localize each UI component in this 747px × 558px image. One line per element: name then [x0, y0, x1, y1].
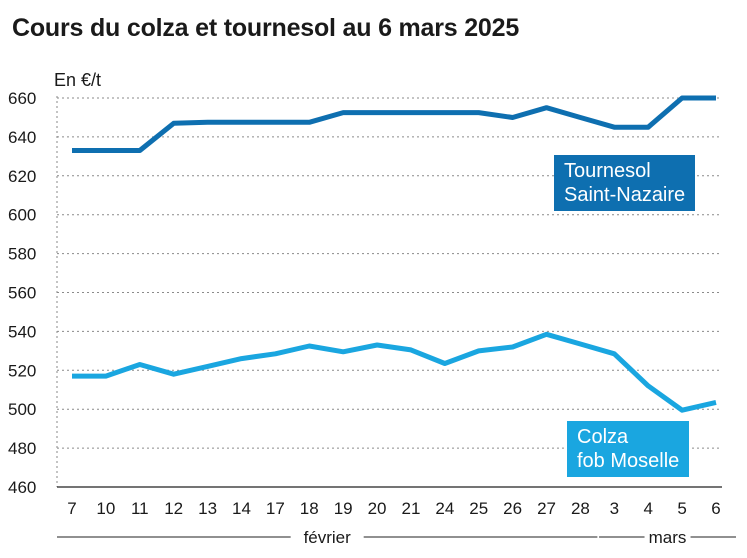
x-tick-label-18: 5	[677, 499, 686, 518]
x-tick-label-10: 21	[401, 499, 420, 518]
x-tick-label-7: 18	[300, 499, 319, 518]
y-tick-label-620: 620	[8, 167, 36, 186]
x-tick-label-9: 20	[368, 499, 387, 518]
x-tick-label-2: 11	[131, 499, 149, 518]
x-tick-label-1: 10	[96, 499, 115, 518]
legend-tournesol-line-2: Saint-Nazaire	[564, 184, 686, 206]
legend-colza-line-2: fob Moselle	[577, 450, 680, 472]
legend-tournesol: Tournesol Saint-Nazaire	[554, 155, 696, 211]
legend-colza-line-1: Colza	[577, 426, 629, 448]
y-tick-label-460: 460	[8, 478, 36, 497]
legend-colza: Colza fob Moselle	[567, 421, 690, 477]
x-tick-label-17: 4	[643, 499, 652, 518]
x-tick-label-4: 13	[198, 499, 217, 518]
legend-tournesol-line-1: Tournesol	[564, 160, 651, 182]
y-tick-label-480: 480	[8, 439, 36, 458]
y-tick-label-560: 560	[8, 284, 36, 303]
x-tick-label-19: 6	[711, 499, 720, 518]
y-tick-label-640: 640	[8, 128, 36, 147]
y-tick-label-580: 580	[8, 245, 36, 264]
x-tick-label-11: 24	[435, 499, 454, 518]
x-tick-label-0: 7	[67, 499, 76, 518]
month-label-février: février	[304, 528, 352, 547]
y-axis-unit-label: En €/t	[54, 70, 102, 90]
x-tick-label-13: 26	[503, 499, 522, 518]
series-line-tournesol	[72, 95, 716, 153]
x-tick-label-16: 3	[610, 499, 619, 518]
x-tick-label-14: 27	[537, 499, 556, 518]
y-tick-label-540: 540	[8, 322, 36, 341]
series-line-colza	[72, 331, 717, 413]
x-tick-label-8: 19	[334, 499, 353, 518]
x-tick-label-6: 17	[266, 499, 285, 518]
x-tick-label-15: 28	[571, 499, 590, 518]
y-tick-label-500: 500	[8, 400, 36, 419]
chart-title: Cours du colza et tournesol au 6 mars 20…	[12, 14, 520, 42]
x-tick-label-12: 25	[469, 499, 488, 518]
x-tick-label-3: 12	[164, 499, 183, 518]
y-tick-label-520: 520	[8, 361, 36, 380]
y-tick-label-660: 660	[8, 89, 36, 108]
y-tick-label-600: 600	[8, 206, 36, 225]
month-label-mars: mars	[649, 528, 687, 547]
x-tick-label-5: 14	[232, 499, 251, 518]
